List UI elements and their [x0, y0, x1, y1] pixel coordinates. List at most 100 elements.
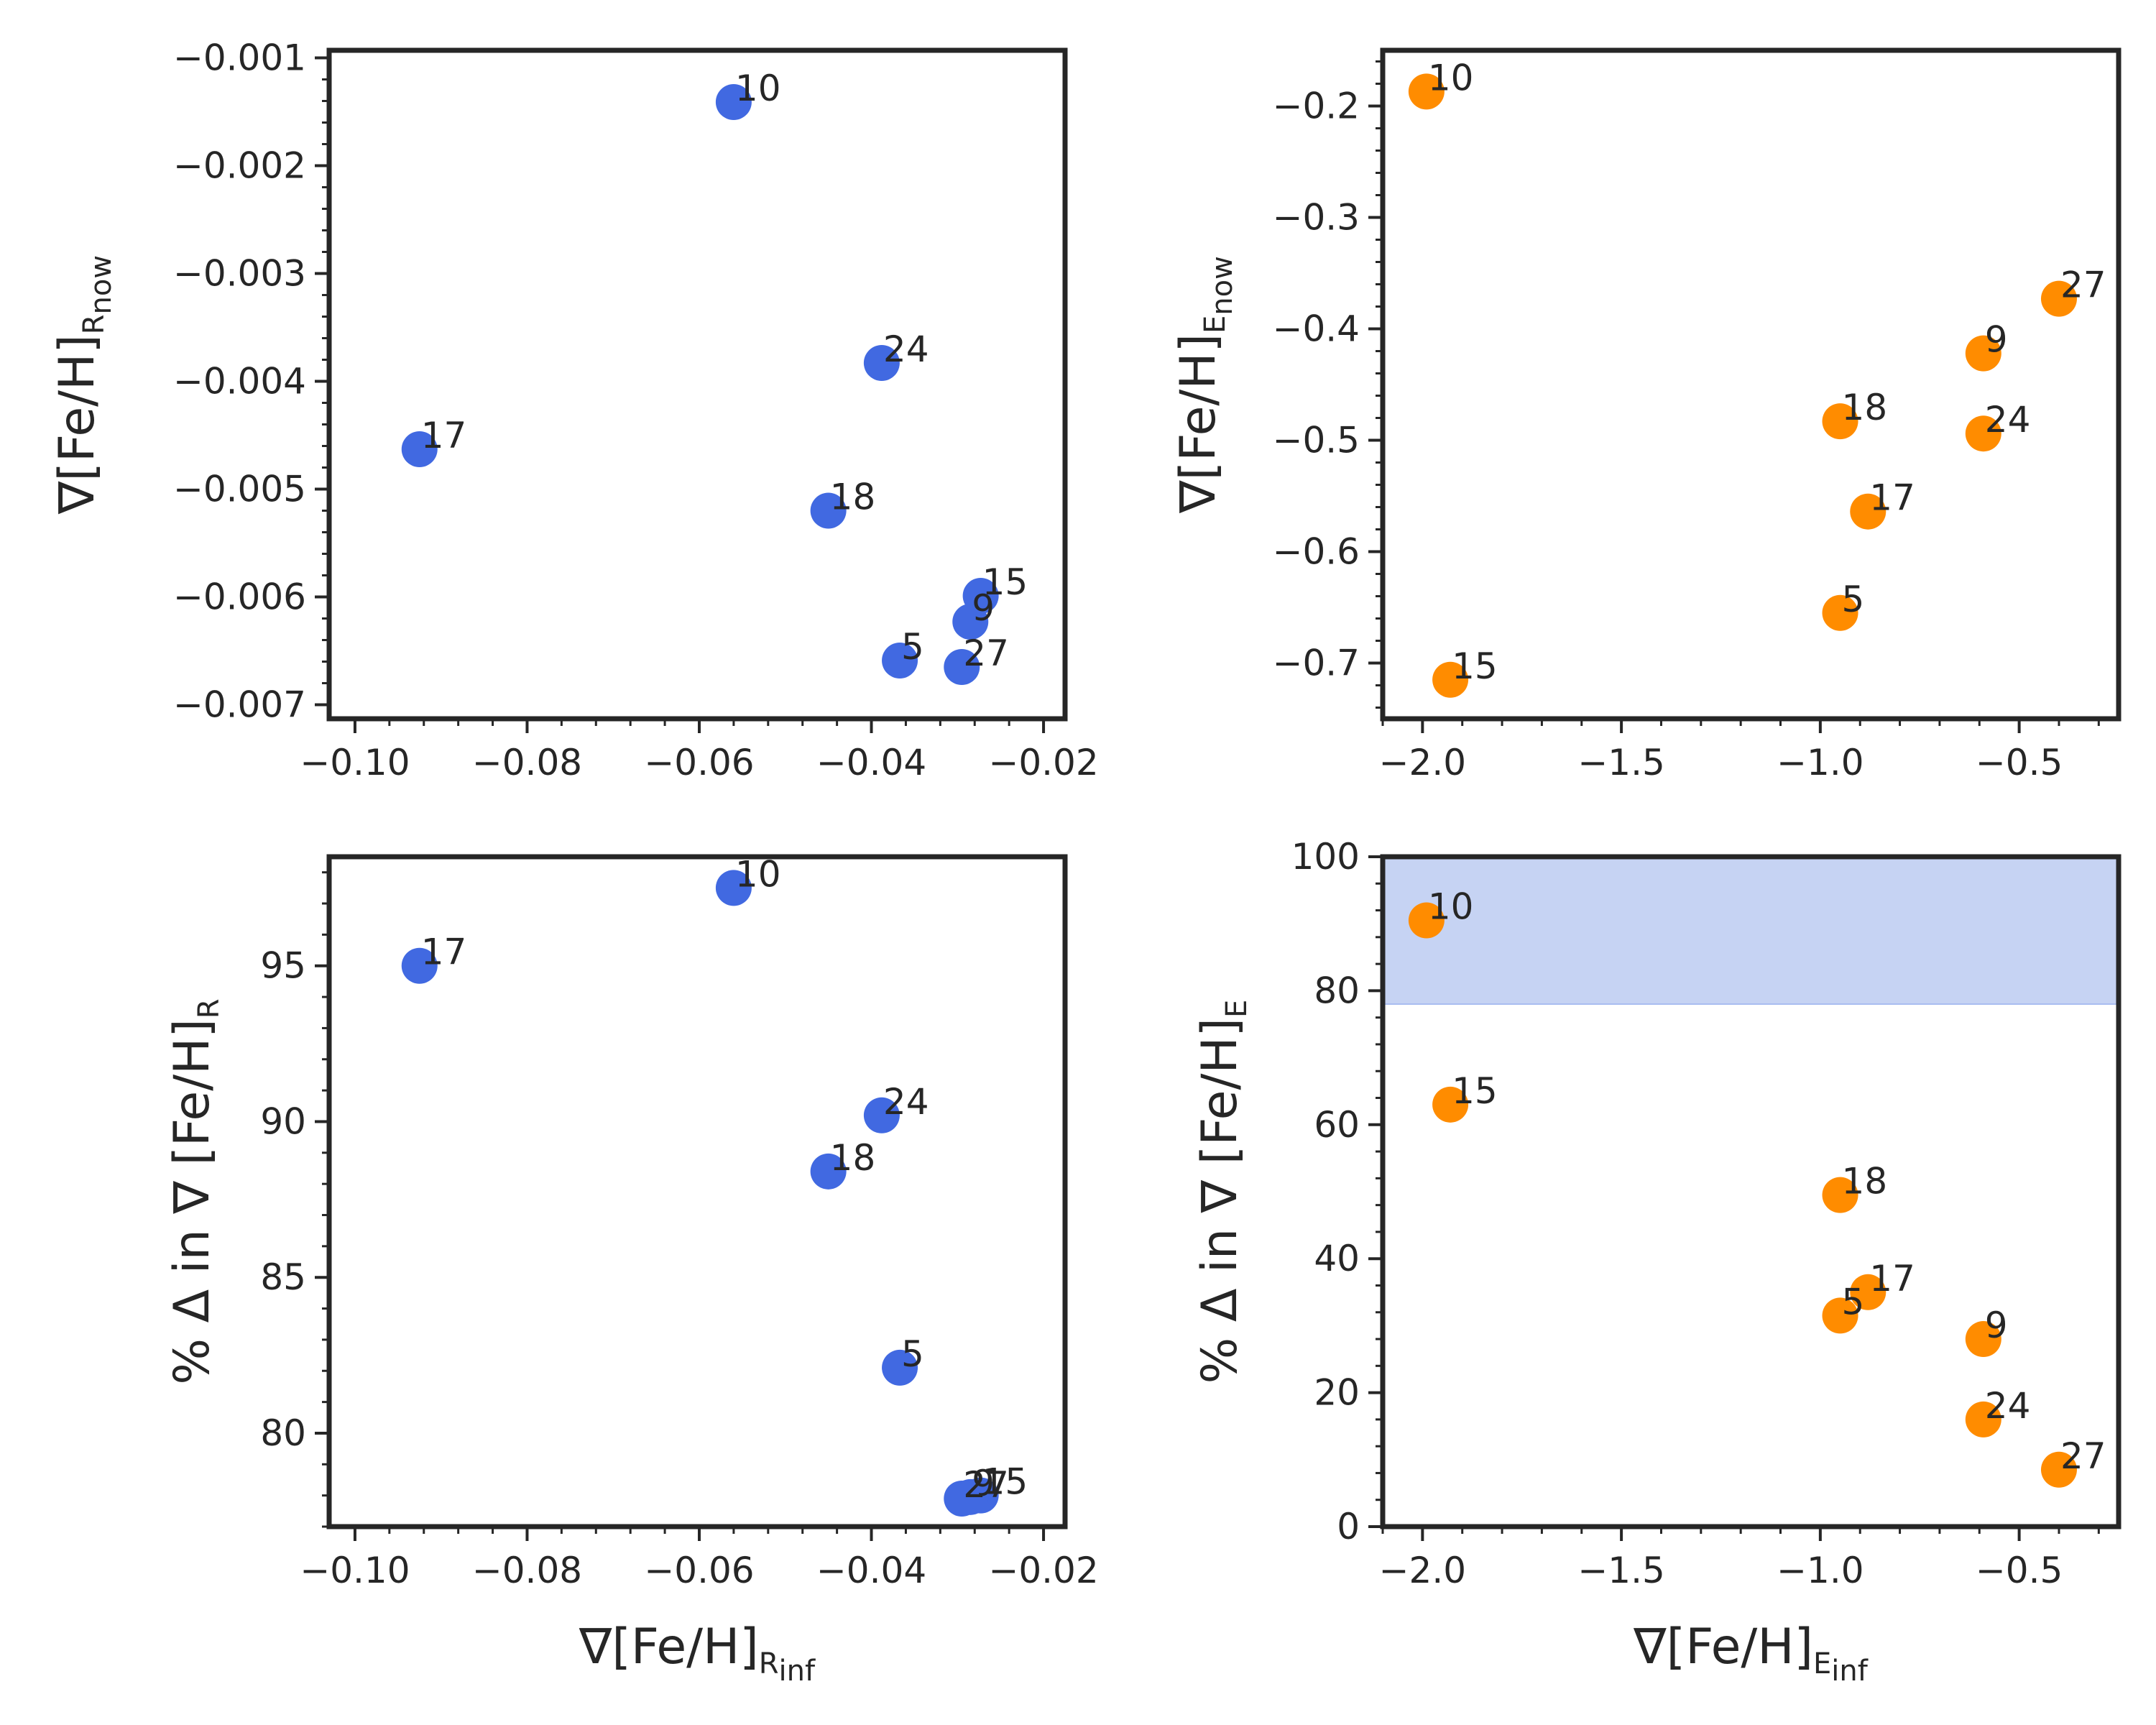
data-point-27: [944, 649, 980, 685]
x-tick-label: −1.0: [1777, 1550, 1864, 1591]
y-axis-title-main: ∇[Fe/H]: [49, 334, 106, 515]
point-label-17: 17: [421, 932, 467, 973]
data-point-17: [401, 431, 438, 467]
point-label-15: 15: [1452, 1070, 1498, 1112]
x-tick-label: −2.0: [1379, 742, 1466, 783]
x-axis-title-subsub: inf: [1831, 1655, 1868, 1688]
y-tick-label: 0: [1337, 1506, 1360, 1547]
axes-frame: [326, 47, 1068, 722]
y-tick-label: −0.003: [173, 253, 306, 295]
x-tick-label: −0.10: [300, 1550, 410, 1591]
y-axis-title-subsub: now: [85, 255, 118, 315]
point-label-17: 17: [1869, 1258, 1915, 1300]
y-axis-title-sub: R: [193, 998, 226, 1018]
x-tick-label: −0.08: [472, 742, 582, 783]
point-label-10: 10: [735, 68, 781, 109]
point-label-5: 5: [901, 626, 924, 668]
point-label-17: 17: [421, 415, 467, 456]
y-axis-title: ∇[Fe/H]Enow: [1170, 256, 1239, 514]
data-point-27: [2040, 280, 2077, 317]
y-tick-label: 40: [1314, 1238, 1360, 1279]
point-label-5: 5: [1842, 579, 1865, 620]
data-point-24: [863, 1097, 900, 1133]
data-point-10: [1408, 902, 1445, 939]
axes-frame: [1380, 47, 2122, 722]
point-label-10: 10: [735, 853, 781, 895]
y-axis-title-main: % Δ in ∇ [Fe/H]: [1192, 1018, 1248, 1384]
data-point-10: [715, 84, 752, 120]
panel-bottom-right: −2.0 −1.5 −1.0 −0.5 0 20 40 60 80 100 10 15 18 175 9 24…: [1192, 836, 2122, 1688]
point-label-24: 24: [1985, 1385, 2031, 1427]
x-tick-label: −2.0: [1379, 1550, 1466, 1591]
data-point-9: [1965, 1321, 2001, 1358]
x-tick-label: −1.0: [1777, 742, 1864, 783]
y-axis-title-sub: E: [1199, 316, 1232, 334]
point-label-27: 27: [963, 1464, 1009, 1506]
point-label-27: 27: [2060, 264, 2106, 306]
y-tick-label: 95: [260, 945, 306, 987]
x-axis-title: ∇[Fe/H]Einf: [1633, 1619, 1869, 1688]
data-point-18: [1822, 403, 1858, 440]
y-tick-label: −0.006: [173, 576, 306, 618]
y-tick-label: 80: [260, 1412, 306, 1454]
point-label-9: 9: [972, 587, 995, 629]
data-point-5: [882, 1349, 918, 1386]
x-tick-label: −1.5: [1577, 1550, 1664, 1591]
axes-frame: [1380, 854, 2122, 1530]
x-tick-label: −0.04: [816, 742, 926, 783]
y-tick-label: −0.001: [173, 37, 306, 79]
point-label-24: 24: [883, 1081, 929, 1123]
x-axis-title-main: ∇[Fe/H]: [1633, 1619, 1813, 1675]
x-tick-label: −0.5: [1976, 742, 2063, 783]
data-point-17: [1850, 1274, 1886, 1310]
point-label-15: 15: [982, 561, 1028, 603]
x-axis-title-sub: R: [759, 1647, 779, 1680]
y-axis-title-subsub: now: [1206, 256, 1239, 316]
point-label-5: 5: [1842, 1281, 1865, 1322]
x-axis-title-subsub: inf: [779, 1655, 816, 1688]
y-axis-title-sub: R: [78, 314, 111, 334]
data-point-27: [2040, 1451, 2077, 1488]
x-axis-title-main: ∇[Fe/H]: [579, 1619, 759, 1675]
data-point-10: [715, 870, 752, 906]
data-point-27: [944, 1480, 980, 1517]
point-label-18: 18: [830, 1137, 876, 1179]
y-tick-label: −0.007: [173, 684, 306, 726]
point-label-10: 10: [1428, 886, 1474, 928]
point-label-9: 9: [1985, 1305, 2008, 1346]
y-tick-label: −0.7: [1273, 643, 1360, 684]
x-tick-label: −0.04: [816, 1550, 926, 1591]
y-tick-label: 100: [1291, 836, 1360, 878]
x-tick-label: −0.10: [300, 742, 410, 783]
y-axis-title: % Δ in ∇ [Fe/H]E: [1192, 1000, 1253, 1384]
point-label-15: 15: [982, 1461, 1028, 1503]
x-tick-label: −0.5: [1976, 1550, 2063, 1591]
data-point-5: [1822, 1297, 1858, 1334]
point-label-18: 18: [1842, 1161, 1888, 1202]
point-label-24: 24: [883, 328, 929, 370]
x-tick-label: −0.08: [472, 1550, 582, 1591]
y-tick-label: −0.5: [1273, 420, 1360, 461]
x-tick-label: −1.5: [1577, 742, 1664, 783]
data-point-15: [1432, 1086, 1469, 1123]
point-label-15: 15: [1452, 645, 1498, 687]
y-tick-label: −0.004: [173, 361, 306, 402]
data-point-18: [1822, 1177, 1858, 1213]
y-tick-label: 20: [1314, 1372, 1360, 1414]
axes-frame: [326, 854, 1068, 1530]
data-point-10: [1408, 73, 1445, 110]
x-tick-label: −0.06: [644, 1550, 754, 1591]
x-axis-title-sub: E: [1813, 1647, 1831, 1680]
y-axis-title: ∇[Fe/H]Rnow: [49, 255, 118, 515]
panel-top-left: −0.10 −0.08 −0.06 −0.04 −0.02 −0.007 −0.006 −0.…: [49, 37, 1099, 784]
y-axis-title-main: ∇[Fe/H]: [1170, 334, 1227, 514]
y-tick-label: −0.4: [1273, 308, 1360, 350]
y-tick-label: 80: [1314, 970, 1360, 1011]
x-tick-label: −0.02: [988, 1550, 1098, 1591]
point-label-24: 24: [1985, 399, 2031, 441]
panel-bottom-left: −0.10 −0.08 −0.06 −0.04 −0.02808590951017241…: [164, 853, 1099, 1688]
point-label-17: 17: [1869, 477, 1915, 519]
y-tick-label: 60: [1314, 1104, 1360, 1146]
data-point-9: [1965, 335, 2001, 372]
